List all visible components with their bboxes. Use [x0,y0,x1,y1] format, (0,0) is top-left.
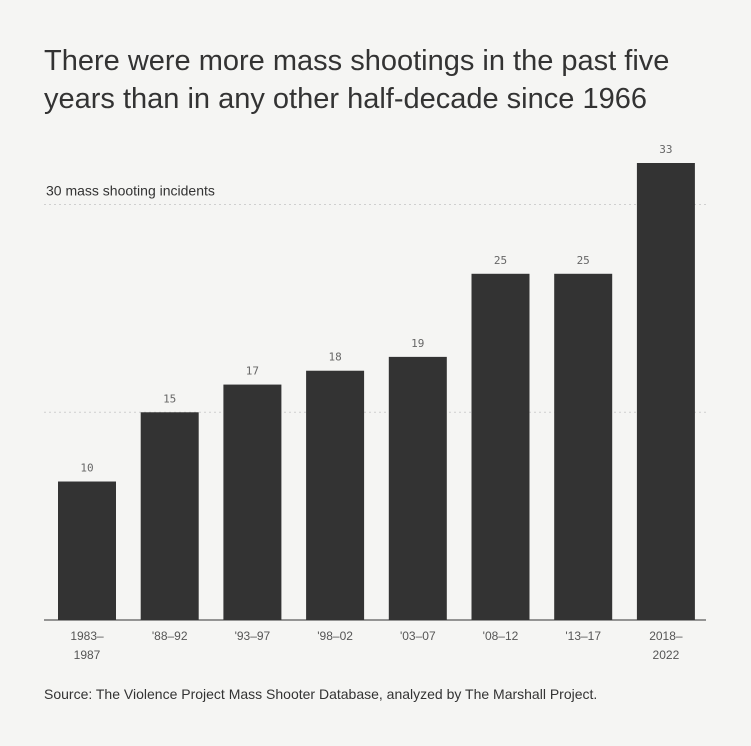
data-label-5: 25 [494,254,507,267]
data-label-3: 18 [328,351,341,364]
bar-0 [58,481,116,620]
bar-5 [471,273,530,620]
tick-label-1: '88–92 [152,629,188,643]
data-label-6: 25 [577,254,590,267]
tick-label-7-0: 2018– [649,629,683,643]
tick-label-2: '93–97 [235,629,271,643]
tick-label-0-0: 1983– [70,629,104,643]
tick-label-5: '08–12 [483,629,519,643]
source-note: Source: The Violence Project Mass Shoote… [44,686,598,702]
data-label-1: 15 [163,392,176,405]
chart-title: There were more mass shootings in the pa… [44,45,670,115]
bar-7 [636,163,695,620]
tick-label-0-1: 1987 [74,648,101,662]
data-label-2: 17 [246,365,259,378]
bar-2 [223,384,282,620]
data-label-0: 10 [80,462,93,475]
bars [58,163,695,620]
tick-label-4: '03–07 [400,629,436,643]
data-label-7: 33 [659,143,672,156]
tick-label-7-1: 2022 [653,648,680,662]
reference-label: 30 mass shooting incidents [46,183,215,199]
bar-3 [306,370,365,620]
data-label-4: 19 [411,337,424,350]
bar-4 [388,356,447,620]
bar-6 [554,273,613,620]
data-labels: 10 15 17 18 19 25 25 33 [80,143,672,475]
tick-label-6: '13–17 [565,629,601,643]
x-axis-tick-labels: 1983– 1987 '88–92 '93–97 '98–02 '03–07 '08–12 '… [70,629,683,662]
bar-1 [140,412,199,620]
tick-label-3: '98–02 [317,629,353,643]
